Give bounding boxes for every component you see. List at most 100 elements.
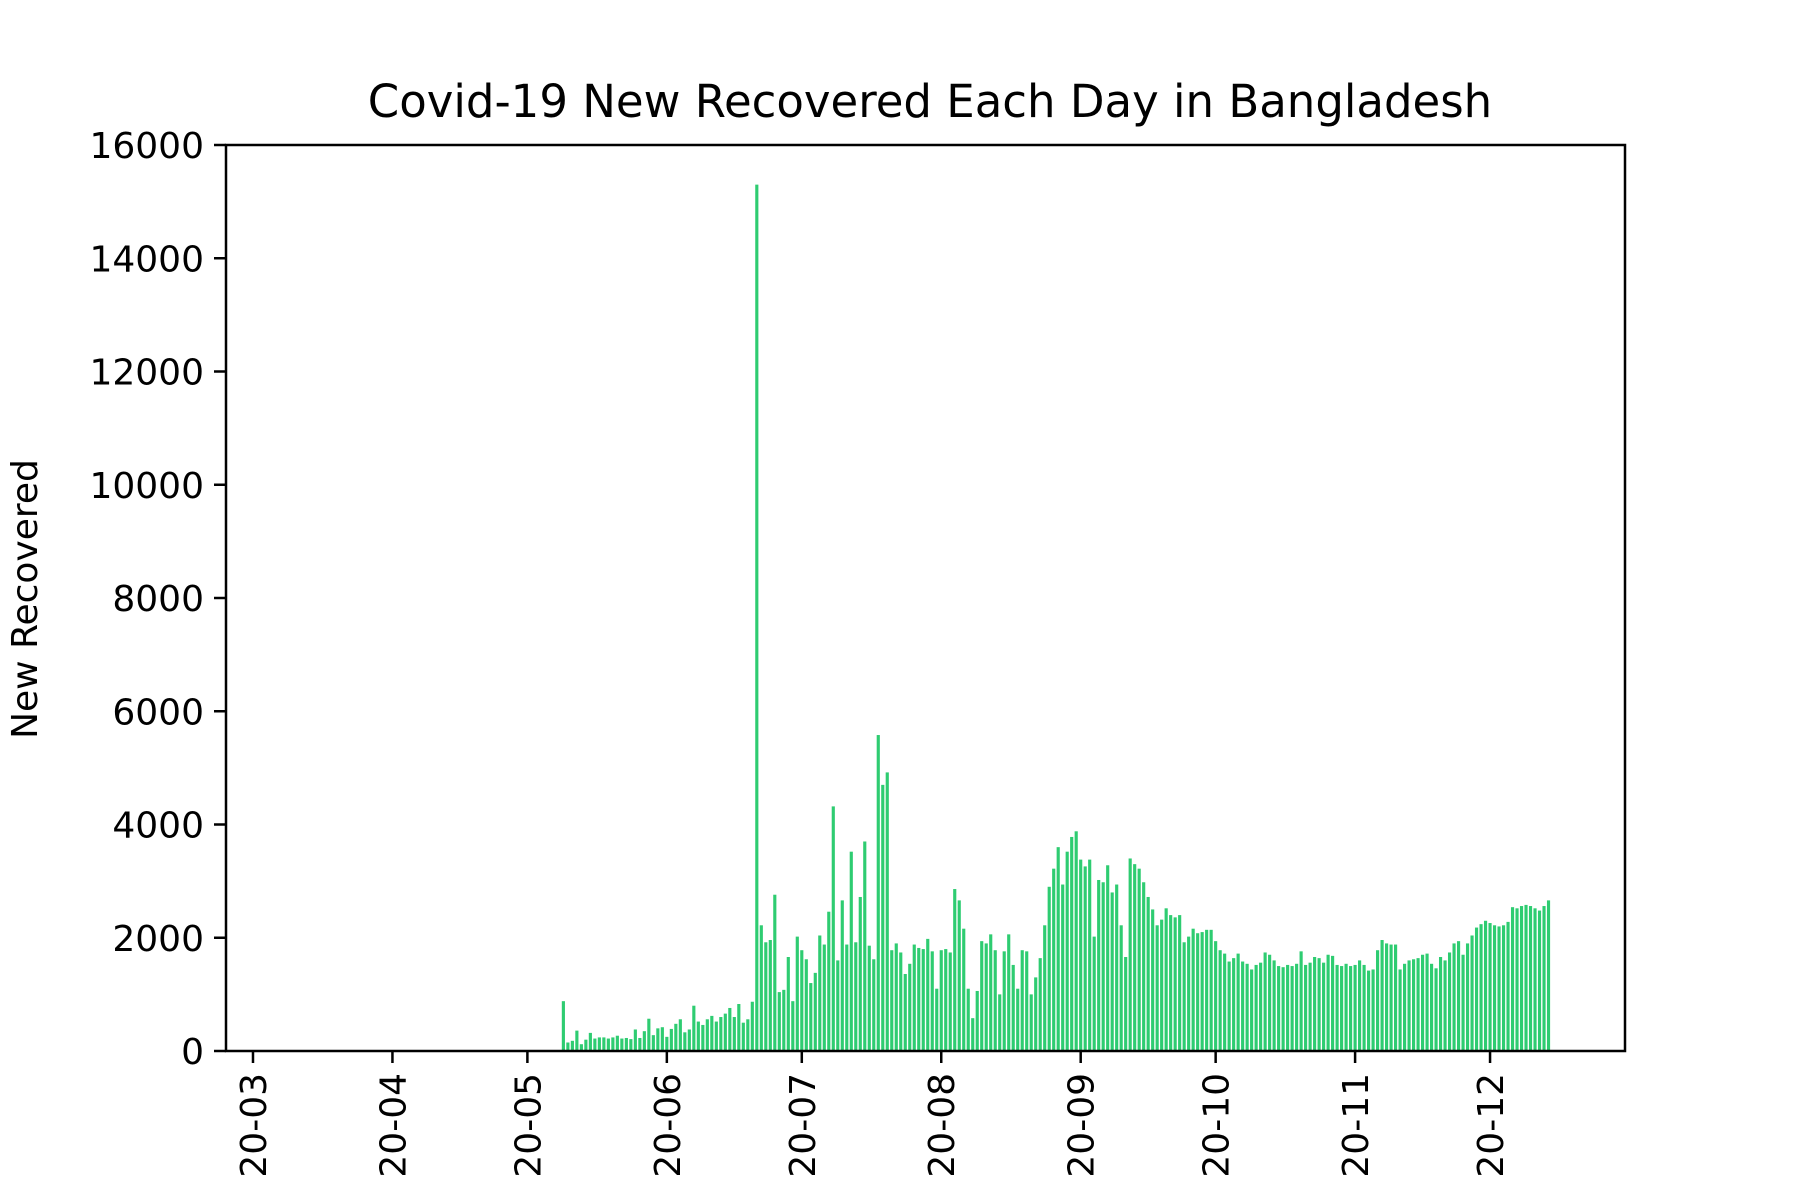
bar [1412, 959, 1416, 1051]
bar [1254, 964, 1258, 1051]
bar [1263, 952, 1267, 1051]
bar [1065, 851, 1069, 1051]
bar [1452, 943, 1456, 1051]
bar [831, 806, 835, 1051]
bar [1317, 958, 1321, 1051]
bar [741, 1022, 745, 1051]
bar [1385, 943, 1389, 1051]
bar [1101, 882, 1105, 1051]
bar [1398, 969, 1402, 1051]
bar [809, 983, 813, 1051]
bar [948, 952, 952, 1051]
bar [588, 1032, 592, 1051]
bar [1043, 925, 1047, 1051]
bar [867, 945, 871, 1051]
bar [1002, 951, 1006, 1051]
bar [863, 841, 867, 1051]
bar [1519, 906, 1524, 1051]
plot-area-frame [224, 143, 1627, 1053]
bar [647, 1018, 651, 1051]
bar [638, 1037, 642, 1051]
bar [755, 184, 759, 1051]
bar [1151, 909, 1155, 1051]
bar [836, 960, 840, 1051]
bar [975, 990, 979, 1051]
bar [1438, 957, 1443, 1051]
bar [980, 941, 984, 1051]
bar [930, 951, 934, 1051]
bar [1209, 929, 1213, 1051]
bar [1205, 929, 1209, 1051]
bar [1164, 908, 1168, 1051]
bar [1290, 966, 1294, 1051]
bar [1474, 927, 1479, 1051]
bar [966, 988, 970, 1051]
bar [1124, 957, 1128, 1051]
bar [1056, 847, 1060, 1051]
x-tick-label: 20-08 [922, 1073, 963, 1178]
bar [1007, 934, 1011, 1051]
y-axis-ticks: 0 2000 4000 6000 8000 10000 12000 14000 16000 [89, 126, 226, 1073]
bar [584, 1039, 588, 1051]
bar [701, 1024, 705, 1051]
bar [1304, 964, 1308, 1051]
bar [1223, 953, 1227, 1051]
bar [570, 1040, 574, 1051]
bar [665, 1036, 669, 1051]
bar [1322, 962, 1326, 1051]
bar [890, 950, 894, 1051]
bar [953, 889, 957, 1051]
bar [962, 928, 966, 1051]
bar [669, 1028, 673, 1051]
bar [912, 944, 916, 1051]
bar [971, 1018, 975, 1051]
bar [561, 1001, 565, 1051]
bar [935, 988, 939, 1051]
bar [750, 1001, 754, 1051]
bar [1492, 925, 1497, 1051]
bar [1286, 964, 1290, 1051]
bar [611, 1037, 615, 1051]
bar [1326, 954, 1330, 1051]
bar [1187, 936, 1191, 1051]
bar [768, 940, 772, 1051]
bar [1088, 859, 1092, 1051]
bar [1029, 994, 1033, 1051]
bar [885, 772, 889, 1051]
bar [926, 938, 930, 1051]
bar [1137, 868, 1141, 1051]
bar [1236, 953, 1240, 1051]
bar [1016, 988, 1020, 1051]
x-tick-label: 20-11 [1336, 1073, 1377, 1178]
bar [917, 947, 921, 1051]
bar [1510, 907, 1515, 1051]
bar [1479, 924, 1483, 1051]
bar [1447, 952, 1452, 1051]
bar [1528, 906, 1533, 1051]
x-tick-label: 20-12 [1471, 1073, 1512, 1178]
bar [791, 1001, 795, 1051]
y-tick-label: 14000 [89, 239, 204, 280]
x-tick-label: 20-03 [234, 1073, 275, 1178]
bar [1340, 966, 1344, 1051]
bar [674, 1023, 678, 1051]
bar [1429, 963, 1434, 1051]
bar [800, 950, 804, 1051]
bar [1250, 969, 1254, 1051]
bar [633, 1029, 637, 1051]
bar [1178, 915, 1182, 1051]
bar [804, 959, 808, 1051]
bar [818, 935, 822, 1051]
bar [1349, 966, 1353, 1051]
y-tick-label: 4000 [112, 806, 204, 847]
x-tick-label: 20-06 [648, 1073, 689, 1178]
bar [813, 972, 817, 1051]
bar [714, 1021, 718, 1051]
bar [849, 851, 853, 1051]
bar [1344, 963, 1348, 1051]
bar [683, 1032, 687, 1051]
bar [1416, 958, 1420, 1051]
bar [1515, 908, 1519, 1051]
y-tick-label: 12000 [89, 353, 204, 394]
bar [1277, 966, 1281, 1051]
